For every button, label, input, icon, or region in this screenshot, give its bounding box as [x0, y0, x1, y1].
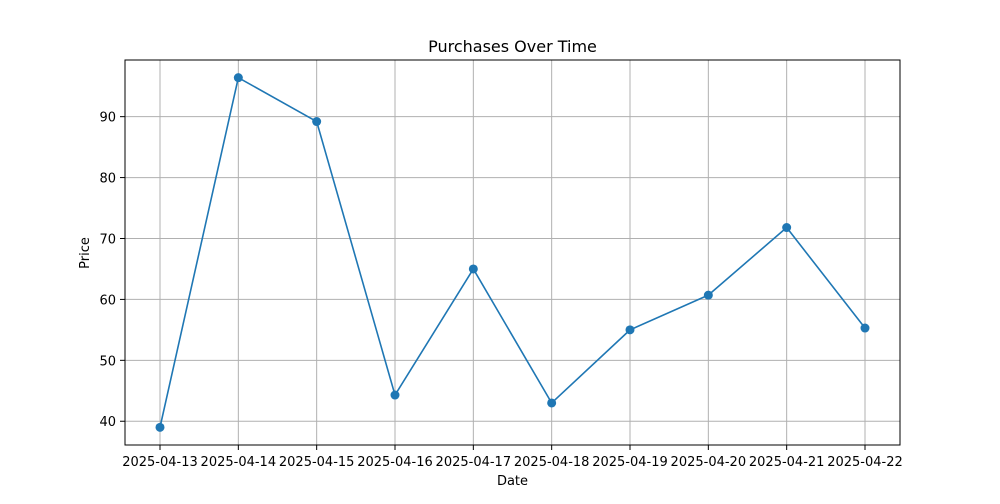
data-point — [782, 223, 792, 233]
x-axis-ticks: 2025-04-13 2025-04-14 2025-04-15 2025-04-16… — [122, 445, 903, 470]
data-point — [703, 290, 713, 300]
y-tick-label: 80 — [99, 172, 116, 187]
grid — [125, 60, 900, 445]
plot-area-border — [124, 59, 901, 446]
y-tick-label: 40 — [99, 415, 116, 430]
data-point — [860, 323, 870, 333]
x-tick-label: 2025-04-14 — [201, 455, 277, 470]
data-point — [390, 390, 400, 400]
data-point — [468, 264, 478, 274]
y-axis-label: Price — [78, 237, 93, 269]
axes-frame — [124, 59, 901, 446]
y-tick-label: 90 — [99, 111, 116, 126]
x-tick-label: 2025-04-18 — [514, 455, 590, 470]
chart-title: Purchases Over Time — [428, 37, 597, 56]
x-tick-label: 2025-04-22 — [827, 455, 903, 470]
data-point — [547, 398, 557, 408]
x-axis-label: Date — [497, 474, 528, 489]
x-tick-label: 2025-04-15 — [279, 455, 355, 470]
data-point — [233, 73, 243, 83]
y-tick-label: 70 — [99, 232, 116, 247]
x-tick-label: 2025-04-17 — [436, 455, 512, 470]
series-layer — [155, 73, 870, 432]
x-tick-label: 2025-04-13 — [122, 455, 198, 470]
y-tick-label: 60 — [99, 293, 116, 308]
y-tick-label: 50 — [99, 354, 116, 369]
y-axis-ticks: 40 50 60 70 80 90 — [99, 111, 125, 430]
x-tick-label: 2025-04-20 — [671, 455, 747, 470]
data-point — [155, 422, 165, 432]
x-tick-label: 2025-04-21 — [749, 455, 825, 470]
data-point — [312, 117, 322, 127]
x-tick-label: 2025-04-19 — [592, 455, 668, 470]
series-line — [159, 76, 866, 428]
x-tick-label: 2025-04-16 — [357, 455, 433, 470]
data-point — [625, 325, 635, 335]
